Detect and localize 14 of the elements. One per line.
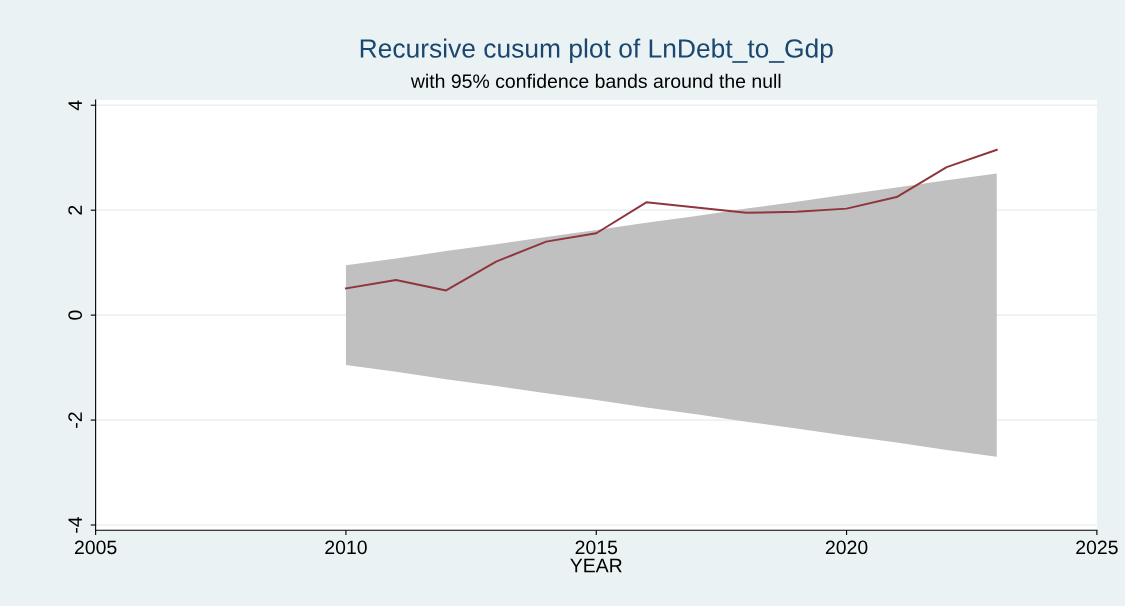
line-series: [344, 148, 998, 292]
y-tick-label: 2: [68, 205, 82, 215]
x-tick-label: 2005: [74, 540, 117, 555]
chart-title: Recursive cusum plot of LnDebt_to_Gdp: [360, 38, 833, 64]
y-tick-label: 0: [68, 310, 83, 320]
x-tick-label: 2025: [1076, 540, 1118, 555]
x-tick-label: 2010: [325, 540, 367, 555]
y-tick-label: -4: [68, 516, 82, 533]
y-tick-label: 4: [68, 100, 82, 111]
x-axis-title: YEAR: [570, 558, 622, 573]
y-tick-label: -2: [68, 412, 82, 428]
chart-subtitle: with 95% confidence bands around the null: [410, 73, 781, 89]
x-tick-label: 2020: [825, 540, 868, 555]
x-tick-label: 2015: [575, 540, 618, 555]
